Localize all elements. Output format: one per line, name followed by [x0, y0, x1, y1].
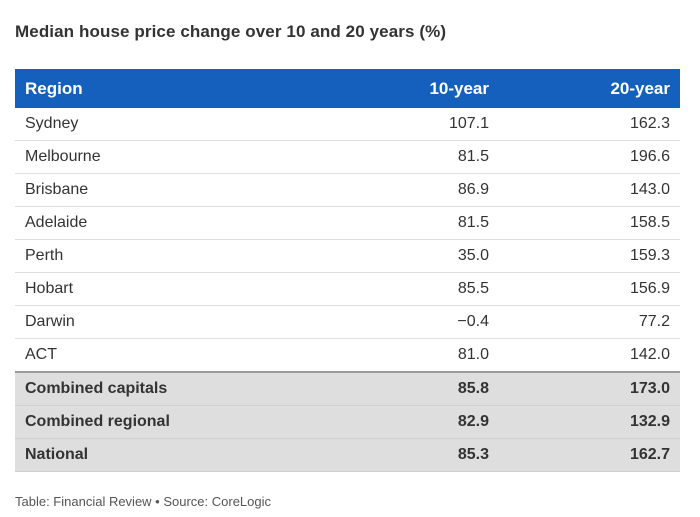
table-row: Melbourne 81.5 196.6	[15, 140, 680, 174]
twenty-year-cell: 156.9	[499, 272, 680, 306]
twenty-year-cell: 162.3	[499, 108, 680, 141]
ten-year-cell: 82.9	[335, 405, 499, 439]
twenty-year-cell: 143.0	[499, 173, 680, 207]
region-cell: Hobart	[15, 272, 335, 306]
ten-year-cell: 85.5	[335, 272, 499, 306]
ten-year-cell: 86.9	[335, 173, 499, 207]
region-cell: National	[15, 438, 335, 472]
region-cell: Sydney	[15, 108, 335, 141]
region-cell: Combined regional	[15, 405, 335, 439]
data-table-container: Region 10-year 20-year Sydney 107.1 162.…	[15, 69, 680, 472]
twenty-year-cell: 159.3	[499, 239, 680, 273]
region-cell: Perth	[15, 239, 335, 273]
twenty-year-cell: 142.0	[499, 338, 680, 373]
ten-year-cell: 107.1	[335, 108, 499, 141]
ten-year-cell: 81.0	[335, 338, 499, 373]
source-footer: Table: Financial Review • Source: CoreLo…	[15, 494, 272, 509]
ten-year-cell: −0.4	[335, 305, 499, 339]
ten-year-cell: 81.5	[335, 140, 499, 174]
total-row: Combined capitals 85.8 173.0	[15, 371, 680, 406]
region-cell: Darwin	[15, 305, 335, 339]
twenty-year-cell: 77.2	[499, 305, 680, 339]
total-row: National 85.3 162.7	[15, 438, 680, 472]
region-cell: Combined capitals	[15, 371, 335, 406]
header-row: Region 10-year 20-year	[15, 69, 680, 108]
region-cell: ACT	[15, 338, 335, 373]
data-table: Region 10-year 20-year Sydney 107.1 162.…	[15, 69, 680, 472]
ten-year-cell: 81.5	[335, 206, 499, 240]
column-header-10-year: 10-year	[429, 78, 489, 98]
table-row: ACT 81.0 142.0	[15, 338, 680, 373]
region-cell: Melbourne	[15, 140, 335, 174]
twenty-year-cell: 162.7	[499, 438, 680, 472]
total-row: Combined regional 82.9 132.9	[15, 405, 680, 439]
twenty-year-cell: 158.5	[499, 206, 680, 240]
region-cell: Brisbane	[15, 173, 335, 207]
column-header-20-year: 20-year	[610, 78, 670, 98]
table-body: Sydney 107.1 162.3 Melbourne 81.5 196.6 …	[15, 108, 680, 472]
table-row: Hobart 85.5 156.9	[15, 272, 680, 306]
region-cell: Adelaide	[15, 206, 335, 240]
table-header: Region 10-year 20-year	[15, 69, 680, 108]
ten-year-cell: 85.8	[335, 371, 499, 406]
table-row: Adelaide 81.5 158.5	[15, 206, 680, 240]
table-row: Darwin −0.4 77.2	[15, 305, 680, 339]
table-row: Brisbane 86.9 143.0	[15, 173, 680, 207]
ten-year-cell: 35.0	[335, 239, 499, 273]
ten-year-cell: 85.3	[335, 438, 499, 472]
twenty-year-cell: 196.6	[499, 140, 680, 174]
twenty-year-cell: 132.9	[499, 405, 680, 439]
column-header-region: Region	[25, 78, 83, 98]
chart-title: Median house price change over 10 and 20…	[15, 22, 447, 41]
table-row: Sydney 107.1 162.3	[15, 108, 680, 141]
table-row: Perth 35.0 159.3	[15, 239, 680, 273]
twenty-year-cell: 173.0	[499, 371, 680, 406]
